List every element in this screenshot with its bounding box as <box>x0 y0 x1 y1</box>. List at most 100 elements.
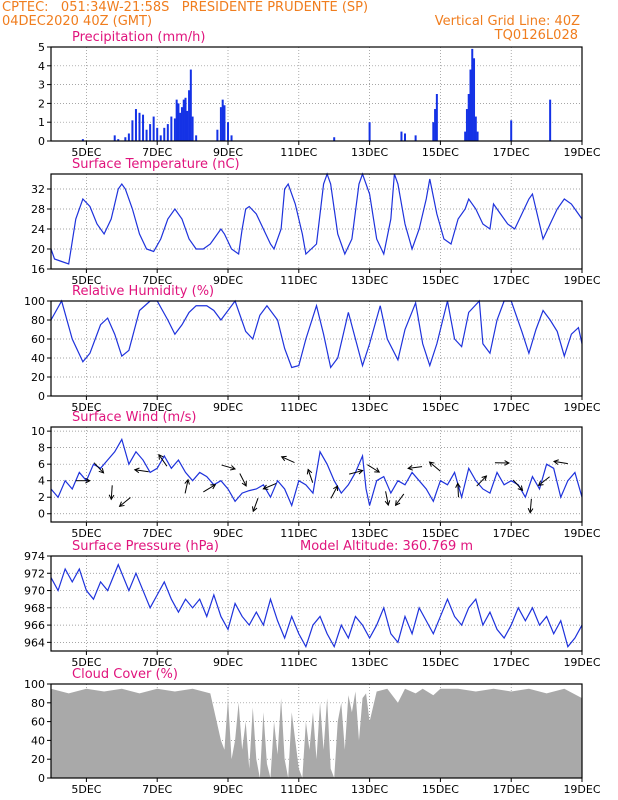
x-tick-label: 9DEC <box>213 656 243 669</box>
wind-arrow <box>512 479 523 491</box>
x-tick-label: 17DEC <box>493 401 530 414</box>
bar <box>221 99 224 141</box>
x-tick-label: 9DEC <box>213 527 243 540</box>
wind-arrow-head <box>394 500 401 507</box>
x-tick-label: 11DEC <box>280 783 317 796</box>
wind-arrow-head <box>306 468 313 475</box>
bar <box>368 122 371 141</box>
header-grid-note: Vertical Grid Line: 40Z <box>434 14 580 29</box>
bar <box>473 58 476 141</box>
panel-title: Surface Temperature (nC) <box>72 157 240 172</box>
bar <box>333 137 336 141</box>
bar <box>191 116 194 141</box>
bar <box>186 110 189 141</box>
y-tick-label: 0 <box>38 135 45 148</box>
x-tick-label: 13DEC <box>351 527 388 540</box>
wind-arrow <box>184 479 189 494</box>
bar <box>549 99 552 141</box>
y-tick-label: 20 <box>31 371 45 384</box>
bar <box>159 135 162 141</box>
bar <box>184 97 187 141</box>
wind-arrow-head <box>230 465 237 471</box>
wind-arrow-head <box>108 494 115 501</box>
panel-frame <box>50 555 583 652</box>
panel-title: Surface Pressure (hPa) <box>72 539 219 554</box>
bar <box>400 131 403 141</box>
wind-arrow-head <box>210 484 217 490</box>
bar <box>177 103 180 141</box>
wind-arrow-head <box>407 465 413 471</box>
cloud-area <box>51 688 582 778</box>
y-tick-label: 60 <box>31 333 45 346</box>
x-tick-label: 9DEC <box>213 146 243 159</box>
y-tick-label: 964 <box>24 636 45 649</box>
series-line <box>50 299 583 369</box>
wind-arrow-head <box>241 480 247 487</box>
bar <box>469 69 472 141</box>
wind-arrow-head <box>504 460 510 466</box>
panel-title: Precipitation (mm/h) <box>72 30 205 45</box>
wind-arrow <box>385 491 389 506</box>
x-tick-label: 15DEC <box>422 783 459 796</box>
x-tick-label: 7DEC <box>142 401 172 414</box>
wind-arrow-head <box>455 482 461 488</box>
wind-arrow-head <box>262 484 269 490</box>
header-date: 04DEC2020 40Z (GMT) <box>2 14 153 29</box>
bar <box>166 124 169 141</box>
panel-frame <box>50 173 583 270</box>
y-tick-label: 100 <box>24 678 45 691</box>
wind-arrow <box>110 485 113 500</box>
y-tick-label: 1 <box>38 116 45 129</box>
bar <box>227 122 229 141</box>
x-tick-label: 11DEC <box>280 274 317 287</box>
bar <box>189 69 192 141</box>
y-tick-label: 2 <box>38 491 45 504</box>
x-tick-label: 11DEC <box>280 146 317 159</box>
x-tick-label: 5DEC <box>71 527 101 540</box>
wind-arrow <box>330 485 338 499</box>
wind-arrow <box>203 484 216 493</box>
x-tick-label: 19DEC <box>563 274 600 287</box>
x-tick-label: 15DEC <box>422 527 459 540</box>
y-tick-label: 972 <box>24 567 45 580</box>
bar <box>173 118 176 141</box>
x-tick-label: 7DEC <box>142 274 172 287</box>
x-tick-label: 9DEC <box>213 274 243 287</box>
wind-arrow <box>239 473 247 487</box>
bar <box>113 135 116 141</box>
y-tick-label: 4 <box>38 60 45 73</box>
bar <box>145 129 148 141</box>
x-tick-label: 11DEC <box>280 656 317 669</box>
x-tick-label: 13DEC <box>351 146 388 159</box>
wind-arrow-head <box>184 478 190 485</box>
wind-arrow-head <box>251 506 258 513</box>
wind-arrow-head <box>481 475 488 481</box>
y-tick-label: 80 <box>31 697 45 710</box>
bar <box>464 131 467 141</box>
y-tick-label: 0 <box>38 772 45 785</box>
y-tick-label: 32 <box>31 183 45 196</box>
x-tick-label: 5DEC <box>71 146 101 159</box>
y-tick-label: 0 <box>38 390 45 403</box>
y-tick-label: 20 <box>31 243 45 256</box>
bar <box>230 135 233 141</box>
wind-arrow <box>457 483 459 498</box>
wind-arrow-head <box>374 467 381 473</box>
y-tick-label: 24 <box>31 223 45 236</box>
x-tick-label: 19DEC <box>563 783 600 796</box>
wind-arrow-head <box>428 461 435 467</box>
bar <box>117 139 120 141</box>
bar <box>510 120 513 141</box>
y-tick-label: 974 <box>24 550 45 563</box>
bar <box>179 112 182 141</box>
wind-arrow-head <box>98 467 105 474</box>
bar <box>149 124 152 141</box>
x-tick-label: 17DEC <box>493 527 530 540</box>
wind-arrow <box>395 493 405 506</box>
bar <box>471 48 474 141</box>
bar <box>163 127 166 141</box>
y-tick-label: 100 <box>24 295 45 308</box>
wind-arrow <box>252 497 259 512</box>
wind-arrow-head <box>537 480 544 487</box>
panel-title: Cloud Cover (%) <box>72 667 178 682</box>
